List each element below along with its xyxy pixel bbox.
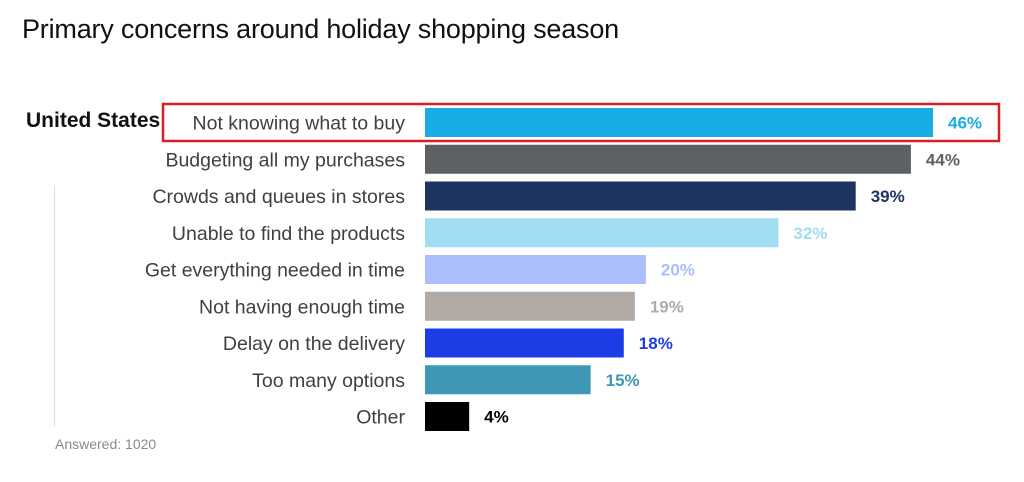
value-label: 18% — [639, 334, 673, 353]
value-label: 4% — [484, 408, 509, 427]
value-label: 20% — [661, 261, 695, 280]
value-label: 32% — [793, 224, 827, 243]
category-label: Crowds and queues in stores — [152, 186, 405, 208]
category-label: Unable to find the products — [172, 223, 405, 245]
category-label: Not knowing what to buy — [193, 113, 406, 135]
bar — [425, 291, 635, 321]
value-label: 19% — [650, 297, 684, 316]
category-label: Too many options — [252, 370, 405, 392]
bar — [425, 255, 646, 284]
highlight-box — [161, 102, 1001, 143]
bar — [425, 181, 856, 211]
value-label: 15% — [606, 371, 640, 390]
bar — [425, 402, 470, 431]
answered-footnote: Answered: 1020 — [55, 436, 157, 452]
bar — [425, 108, 933, 137]
value-label: 39% — [871, 187, 905, 206]
bar — [425, 218, 779, 248]
value-label: 46% — [948, 114, 982, 133]
category-label: Other — [356, 407, 405, 429]
group-divider — [54, 185, 55, 427]
category-label: Get everything needed in time — [145, 260, 405, 282]
bar — [425, 328, 624, 358]
value-label: 44% — [926, 150, 960, 169]
chart-title: Primary concerns around holiday shopping… — [22, 14, 619, 44]
category-label: Delay on the delivery — [223, 333, 405, 355]
category-label: Not having enough time — [199, 296, 405, 318]
bar — [425, 144, 911, 174]
bar — [425, 365, 591, 395]
category-label: Budgeting all my purchases — [165, 149, 405, 171]
group-label: United States — [26, 109, 161, 132]
